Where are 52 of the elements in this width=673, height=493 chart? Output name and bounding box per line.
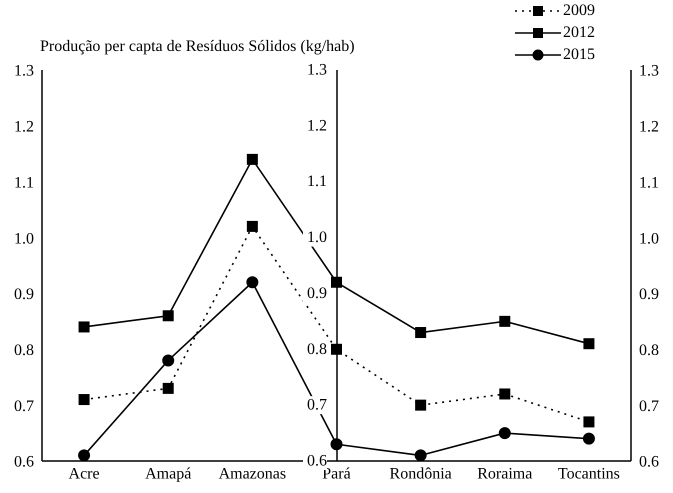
y3-tick-label: 0.8 (306, 340, 326, 358)
y-tick-label: 0.7 (14, 398, 34, 415)
chart-title: Produção per capta de Resíduos Sólidos (kg/hab) (40, 38, 355, 56)
point (246, 154, 258, 165)
point (415, 400, 426, 411)
legend-label: 2012 (563, 24, 595, 42)
point (246, 220, 258, 232)
y3-tick-label: 0.6 (306, 452, 326, 470)
y2-tick-label: 0.7 (639, 398, 659, 415)
point (78, 321, 90, 332)
point (414, 449, 427, 461)
y3-tick-label: 1.1 (306, 173, 326, 190)
x-tick-label: Roraima (477, 465, 532, 482)
x-tick-label: Amazonas (218, 465, 286, 482)
x-tick-label: Rondônia (390, 465, 452, 482)
point (499, 388, 510, 400)
y2-tick-label: 0.8 (639, 342, 659, 359)
point (246, 276, 258, 288)
y-tick-label: 0.8 (14, 342, 34, 359)
y3-tick-label: 1.3 (306, 62, 326, 78)
x-tick-label: Amapá (145, 465, 192, 482)
y3-tick-label: 1.2 (306, 117, 326, 134)
y2-tick-label: 1.2 (639, 118, 659, 136)
y3-tick-label: 0.9 (306, 284, 326, 302)
legend-label: 2009 (563, 2, 595, 20)
point (583, 338, 594, 350)
y2-tick-label: 1.0 (639, 230, 659, 248)
y2-tick-label: 1.3 (639, 62, 659, 80)
y-tick-label: 1.0 (14, 230, 34, 248)
point (499, 316, 510, 327)
y-tick-label: 0.9 (14, 286, 34, 304)
y2-tick-label: 0.9 (639, 286, 659, 304)
point (78, 394, 90, 406)
y-tick-label: 1.3 (14, 62, 34, 80)
point (162, 382, 174, 394)
x-tick-label: Tocantins (558, 465, 620, 482)
y-tick-label: 1.2 (14, 118, 34, 136)
x-tick-label: Acre (68, 465, 100, 482)
point (583, 416, 594, 428)
point (78, 449, 90, 461)
point (498, 427, 511, 440)
y2-tick-label: 1.1 (639, 174, 659, 192)
point (582, 432, 595, 445)
y3-tick-label: 1.0 (306, 229, 326, 246)
y-tick-label: 0.6 (14, 454, 34, 471)
y2-tick-label: 0.6 (639, 454, 659, 471)
legend-label: 2015 (563, 46, 595, 64)
y3-tick-label: 0.7 (306, 396, 326, 414)
point (415, 327, 426, 338)
point (162, 310, 174, 322)
point (162, 354, 174, 366)
y-tick-label: 1.1 (14, 174, 34, 192)
